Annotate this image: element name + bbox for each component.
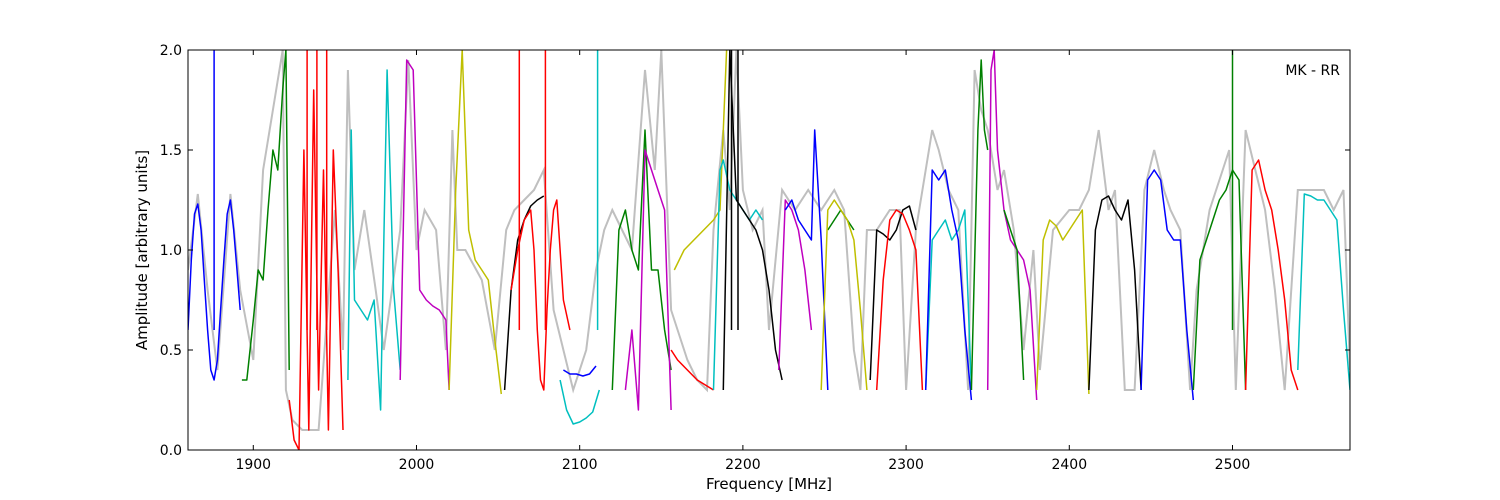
series-line-13 (673, 50, 728, 271)
x-tick-label-4: 2300 (888, 457, 924, 473)
x-axis: 1900 2000 2100 2200 2300 2400 2500 (235, 50, 1250, 473)
series-line-26 (1003, 209, 1025, 381)
series-line-22 (924, 209, 973, 391)
y-tick-label-0: 0.0 (160, 443, 182, 459)
series-line-12 (670, 349, 714, 391)
series-line-25 (986, 50, 1038, 401)
series-line-17 (784, 129, 829, 391)
series-line-32 (1297, 193, 1350, 391)
series-line-23 (924, 169, 973, 401)
x-tick-label-1: 2000 (399, 457, 435, 473)
x-tick-label-3: 2200 (725, 457, 761, 473)
y-tick-label-3: 1.5 (160, 143, 182, 159)
x-tick-label-6: 2500 (1215, 457, 1251, 473)
series-line-28 (1088, 195, 1142, 391)
series-line-27 (1035, 209, 1090, 395)
series-line-29 (1140, 169, 1195, 401)
y-axis-label: Amplitude [arbitrary units] (133, 150, 151, 350)
x-tick-label-5: 2400 (1051, 457, 1087, 473)
x-axis-label: Frequency [MHz] (706, 475, 832, 493)
series-line-24 (970, 59, 989, 391)
y-tick-label-4: 2.0 (160, 43, 182, 59)
series-line-3 (347, 69, 401, 411)
series-line-10 (611, 129, 672, 391)
series-line-19 (820, 199, 868, 391)
series-line-20 (869, 205, 917, 381)
baseline-annotation: MK - RR (1285, 63, 1340, 79)
series-line-31 (1244, 159, 1299, 391)
series-line-30 (1192, 169, 1247, 391)
y-axis: 0.0 0.5 1.0 1.5 2.0 (160, 43, 1350, 459)
plot-area (188, 50, 1350, 450)
y-tick-label-1: 0.5 (160, 343, 182, 359)
series-line-9 (559, 379, 601, 425)
series-line-15 (722, 50, 783, 391)
series-line-16 (778, 199, 813, 371)
series-line-0 (188, 199, 241, 381)
y-tick-label-2: 1.0 (160, 243, 182, 259)
series-line-1 (241, 50, 290, 381)
series-line-11 (624, 149, 672, 411)
series-line-5 (448, 50, 503, 395)
x-tick-label-0: 1900 (235, 457, 271, 473)
envelope-trace (188, 50, 1350, 431)
series-line-8 (563, 365, 597, 377)
series-line-4 (399, 59, 450, 391)
series-line-7 (510, 199, 571, 391)
x-tick-label-2: 2100 (562, 457, 598, 473)
series-line-21 (875, 209, 924, 391)
